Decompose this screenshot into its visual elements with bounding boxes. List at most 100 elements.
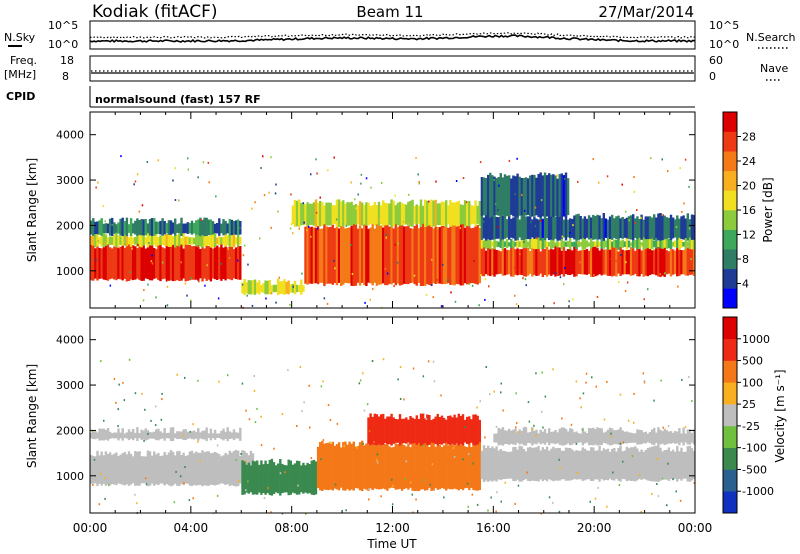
- data-cell: [432, 441, 435, 491]
- data-speck: [260, 415, 262, 418]
- data-speck: [360, 182, 362, 185]
- data-speck: [273, 447, 275, 450]
- data-cell: [369, 413, 372, 446]
- data-cell: [638, 429, 641, 445]
- data-speck: [514, 502, 516, 505]
- data-cell: [636, 246, 639, 277]
- data-cell: [539, 429, 542, 445]
- data-cell: [327, 227, 330, 284]
- data-cell: [392, 446, 395, 488]
- colorbar-tick-label: -25: [742, 420, 760, 433]
- data-cell: [489, 236, 492, 250]
- data-cell: [518, 445, 521, 482]
- data-cell: [169, 232, 173, 247]
- data-speck: [479, 400, 481, 403]
- data-cell: [440, 201, 444, 227]
- data-cell: [295, 284, 299, 293]
- data-cell: [361, 440, 364, 492]
- data-cell: [590, 428, 593, 446]
- data-cell: [468, 226, 471, 284]
- data-cell: [560, 250, 563, 275]
- data-cell: [113, 222, 116, 234]
- data-cell: [188, 237, 192, 245]
- data-cell: [558, 428, 561, 445]
- freq-label: Freq.: [10, 54, 37, 67]
- data-speck: [216, 494, 219, 497]
- data-cell: [579, 242, 582, 247]
- data-cell: [598, 428, 601, 446]
- data-cell: [487, 445, 490, 482]
- data-cell: [203, 430, 206, 440]
- data-cell: [590, 447, 593, 481]
- data-speck: [620, 254, 622, 256]
- data-speck: [134, 392, 137, 395]
- data-cell: [594, 429, 597, 445]
- data-cell: [493, 245, 496, 277]
- data-cell: [623, 250, 626, 275]
- data-cell: [90, 220, 93, 235]
- data-cell: [419, 413, 423, 446]
- data-cell: [394, 419, 397, 443]
- data-cell: [213, 452, 217, 486]
- data-cell: [270, 285, 274, 292]
- data-speck: [693, 482, 696, 484]
- data-cell: [554, 448, 557, 481]
- data-speck: [667, 462, 669, 465]
- data-cell: [524, 177, 528, 216]
- data-speck: [526, 471, 528, 474]
- data-cell: [104, 451, 108, 486]
- colorbar-tick-label: 24: [742, 155, 756, 168]
- data-cell: [216, 433, 219, 438]
- data-cell: [224, 220, 227, 235]
- data-cell: [640, 214, 643, 240]
- data-speck: [336, 422, 339, 425]
- data-cell: [550, 448, 553, 481]
- data-cell: [234, 247, 238, 280]
- data-cell: [493, 176, 496, 216]
- data-speck: [497, 226, 499, 229]
- data-cell: [541, 431, 544, 444]
- data-cell: [424, 441, 427, 491]
- data-speck: [161, 392, 163, 395]
- data-speck: [552, 368, 554, 371]
- data-cell: [442, 417, 446, 444]
- data-speck: [651, 492, 653, 495]
- data-cell: [222, 247, 225, 279]
- data-speck: [176, 373, 178, 376]
- data-cell: [348, 227, 351, 284]
- data-cell: [117, 428, 120, 441]
- data-speck: [462, 458, 464, 461]
- data-cell: [148, 218, 152, 236]
- data-cell: [138, 220, 141, 235]
- data-speck: [142, 299, 145, 302]
- data-speck: [310, 457, 313, 460]
- data-cell: [335, 224, 339, 286]
- data-cell: [169, 244, 173, 281]
- data-cell: [644, 237, 647, 249]
- data-cell: [621, 451, 624, 479]
- data-speck: [100, 472, 102, 475]
- data-cell: [167, 452, 171, 486]
- data-speck: [487, 509, 489, 512]
- data-cell: [340, 222, 343, 286]
- data-cell: [653, 240, 656, 248]
- data-speck: [667, 170, 669, 173]
- data-cell: [125, 242, 129, 282]
- data-cell: [480, 237, 484, 249]
- data-speck: [500, 500, 502, 503]
- data-cell: [531, 219, 534, 238]
- data-cell: [155, 249, 158, 279]
- data-cell: [150, 234, 154, 246]
- data-cell: [121, 428, 124, 441]
- data-cell: [575, 246, 578, 277]
- data-speck: [517, 484, 520, 487]
- data-speck: [267, 487, 269, 490]
- data-cell: [390, 199, 393, 228]
- data-cell: [564, 172, 568, 218]
- data-cell: [621, 217, 624, 239]
- data-cell: [571, 449, 574, 480]
- data-cell: [321, 228, 324, 283]
- data-speck: [690, 258, 692, 261]
- data-cell: [569, 236, 572, 250]
- data-speck: [144, 408, 146, 411]
